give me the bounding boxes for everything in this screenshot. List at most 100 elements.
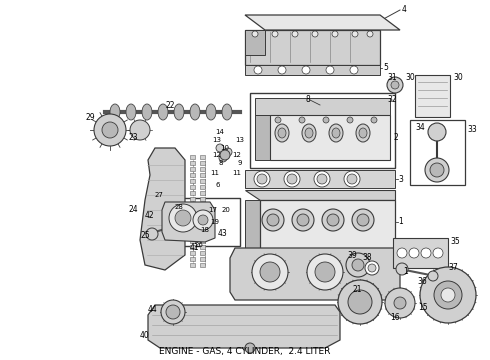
Circle shape xyxy=(307,254,343,290)
Circle shape xyxy=(346,253,370,277)
Circle shape xyxy=(292,31,298,37)
Circle shape xyxy=(433,248,443,258)
Circle shape xyxy=(441,288,455,302)
Text: 10: 10 xyxy=(220,145,229,151)
Circle shape xyxy=(315,262,335,282)
Circle shape xyxy=(367,31,373,37)
Bar xyxy=(245,65,380,75)
Text: 18: 18 xyxy=(200,227,209,233)
Circle shape xyxy=(430,163,444,177)
Polygon shape xyxy=(245,190,395,200)
Text: 4: 4 xyxy=(402,5,407,14)
Bar xyxy=(190,239,195,243)
Circle shape xyxy=(326,66,334,74)
Circle shape xyxy=(299,117,305,123)
Ellipse shape xyxy=(329,124,343,142)
Polygon shape xyxy=(255,98,390,115)
Circle shape xyxy=(272,31,278,37)
Text: 14: 14 xyxy=(215,129,224,135)
Circle shape xyxy=(216,144,224,152)
Text: 1: 1 xyxy=(403,267,408,276)
Bar xyxy=(200,203,205,207)
Text: 8: 8 xyxy=(305,95,310,104)
Circle shape xyxy=(352,259,364,271)
Circle shape xyxy=(385,288,415,318)
Circle shape xyxy=(302,66,310,74)
Bar xyxy=(415,75,450,117)
Text: 19: 19 xyxy=(210,219,219,225)
Circle shape xyxy=(257,174,267,184)
Text: 21: 21 xyxy=(352,285,362,294)
Bar xyxy=(190,215,195,219)
Text: 30: 30 xyxy=(405,73,415,82)
Ellipse shape xyxy=(174,104,184,120)
Text: 11: 11 xyxy=(232,170,241,176)
Polygon shape xyxy=(140,148,185,270)
Circle shape xyxy=(350,66,358,74)
Bar xyxy=(190,251,195,255)
Circle shape xyxy=(352,31,358,37)
Bar xyxy=(160,198,240,246)
Bar xyxy=(190,233,195,237)
Circle shape xyxy=(312,31,318,37)
Text: 31: 31 xyxy=(387,73,396,82)
Circle shape xyxy=(314,171,330,187)
Circle shape xyxy=(409,248,419,258)
Ellipse shape xyxy=(278,128,286,138)
Circle shape xyxy=(394,297,406,309)
Circle shape xyxy=(322,209,344,231)
Bar xyxy=(200,197,205,201)
Text: 33: 33 xyxy=(467,126,477,135)
Circle shape xyxy=(428,123,446,141)
Circle shape xyxy=(347,174,357,184)
Bar xyxy=(190,257,195,261)
Text: 35: 35 xyxy=(450,238,460,247)
Text: 12: 12 xyxy=(212,152,221,158)
Text: 25: 25 xyxy=(140,230,149,239)
Circle shape xyxy=(224,148,232,156)
Bar xyxy=(200,179,205,183)
Circle shape xyxy=(352,209,374,231)
Circle shape xyxy=(161,300,185,324)
Bar xyxy=(200,191,205,195)
Circle shape xyxy=(252,31,258,37)
Circle shape xyxy=(391,81,399,89)
Circle shape xyxy=(348,290,372,314)
Circle shape xyxy=(396,263,408,275)
Bar xyxy=(190,203,195,207)
Bar xyxy=(190,155,195,159)
Ellipse shape xyxy=(110,104,120,120)
Ellipse shape xyxy=(222,104,232,120)
Bar xyxy=(250,93,395,168)
Bar xyxy=(200,161,205,165)
Ellipse shape xyxy=(206,104,216,120)
Circle shape xyxy=(94,114,126,146)
Bar xyxy=(270,115,390,160)
Text: 22: 22 xyxy=(165,100,174,109)
Polygon shape xyxy=(148,305,340,348)
Text: 40: 40 xyxy=(140,332,150,341)
Circle shape xyxy=(332,31,338,37)
Bar xyxy=(200,209,205,213)
Ellipse shape xyxy=(275,124,289,142)
Circle shape xyxy=(347,117,353,123)
Circle shape xyxy=(327,214,339,226)
Text: 36: 36 xyxy=(417,278,427,287)
Bar xyxy=(200,257,205,261)
Bar xyxy=(200,215,205,219)
Circle shape xyxy=(146,228,158,240)
Bar xyxy=(200,173,205,177)
Text: 39: 39 xyxy=(347,251,357,260)
Bar xyxy=(200,233,205,237)
Text: 5: 5 xyxy=(383,63,388,72)
Text: 30: 30 xyxy=(453,73,463,82)
Text: 42: 42 xyxy=(145,211,155,220)
Circle shape xyxy=(220,150,230,160)
Circle shape xyxy=(421,248,431,258)
Text: 16: 16 xyxy=(390,314,400,323)
Text: 8: 8 xyxy=(218,160,222,166)
Bar xyxy=(200,185,205,189)
Circle shape xyxy=(260,262,280,282)
Circle shape xyxy=(284,171,300,187)
Text: 20: 20 xyxy=(222,207,231,213)
